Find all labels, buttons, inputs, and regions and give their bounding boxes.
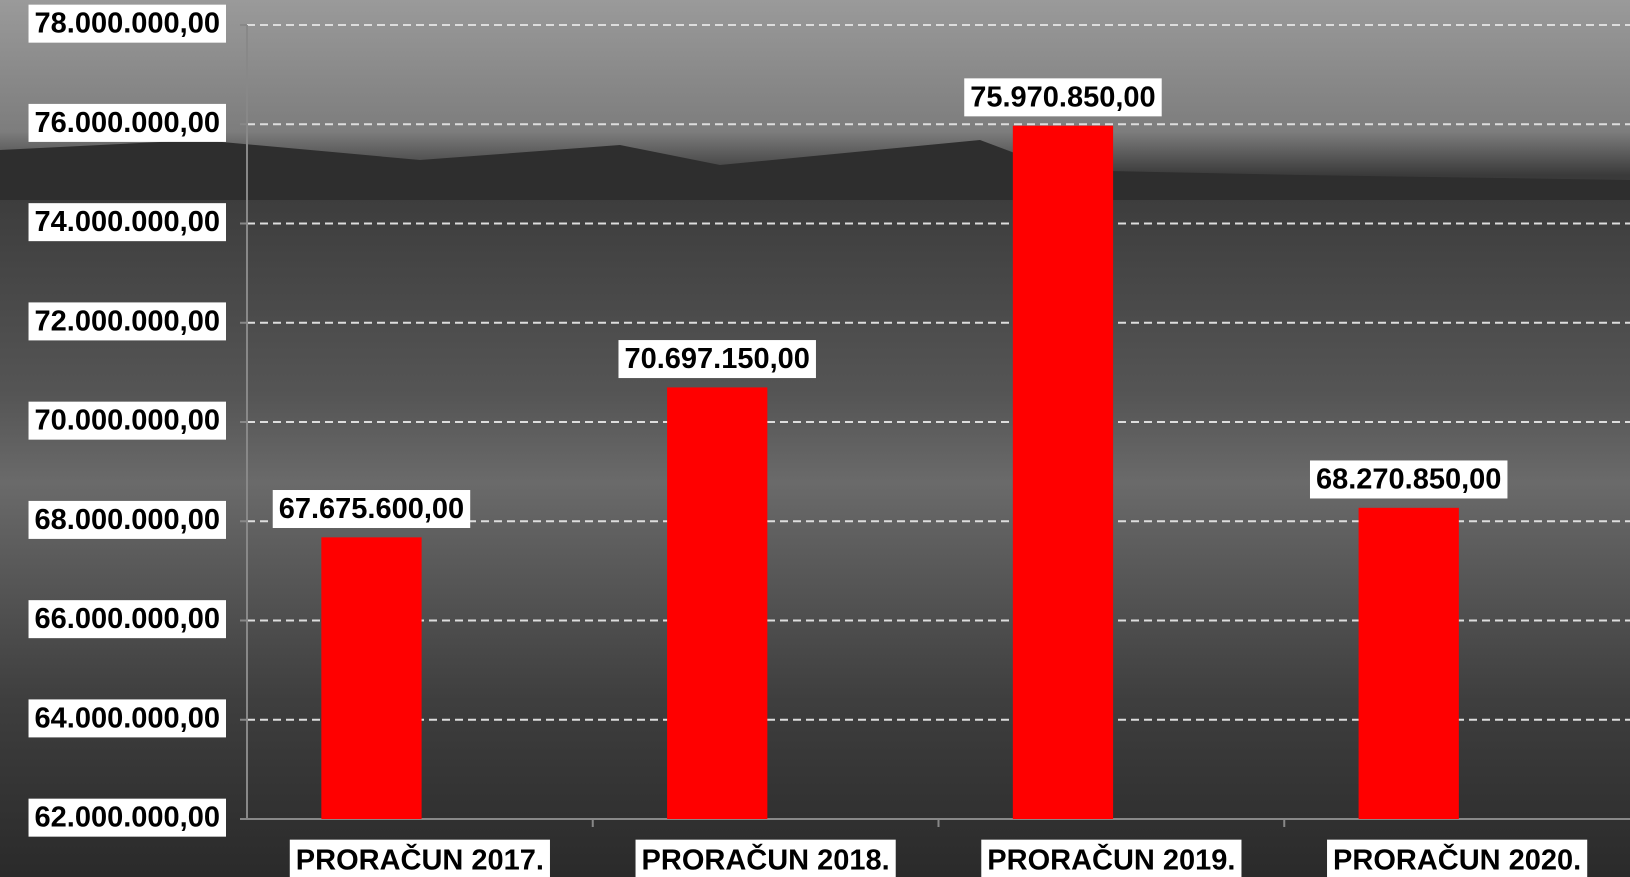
value-label: 75.970.850,00 (970, 81, 1155, 113)
y-tick-label: 62.000.000,00 (35, 802, 220, 834)
value-label: 68.270.850,00 (1316, 463, 1501, 495)
label-box (1309, 460, 1508, 499)
label-box (28, 203, 226, 242)
label-box (28, 600, 226, 639)
x-tick-label: PRORAČUN 2017. (296, 843, 544, 877)
label-box (289, 839, 550, 877)
label-box (28, 699, 226, 738)
x-tick-label: PRORAČUN 2018. (642, 843, 890, 877)
x-tick-label: PRORAČUN 2019. (987, 843, 1235, 877)
y-tick-label: 68.000.000,00 (35, 504, 220, 536)
bar (667, 387, 768, 819)
bar (1358, 507, 1459, 819)
label-box (28, 302, 226, 341)
y-tick-label: 66.000.000,00 (35, 603, 220, 635)
label-box (618, 340, 816, 379)
label-box (964, 78, 1162, 117)
label-box (1327, 839, 1588, 877)
label-box (272, 490, 471, 529)
hills (0, 140, 1630, 200)
label-box (28, 103, 226, 142)
y-tick-label: 74.000.000,00 (35, 206, 220, 238)
y-tick-label: 72.000.000,00 (35, 305, 220, 337)
bar (321, 537, 422, 819)
bar (1012, 125, 1114, 819)
value-label: 67.675.600,00 (279, 493, 464, 525)
label-box (28, 500, 226, 539)
y-tick-label: 78.000.000,00 (35, 8, 220, 40)
label-box (28, 4, 226, 43)
label-box (981, 839, 1242, 877)
x-tick-label: PRORAČUN 2020. (1333, 843, 1581, 877)
y-tick-label: 70.000.000,00 (35, 405, 220, 437)
y-tick-label: 76.000.000,00 (35, 107, 220, 139)
y-tick-label: 64.000.000,00 (35, 702, 220, 734)
label-box (28, 798, 226, 837)
label-box (28, 401, 226, 440)
value-label: 70.697.150,00 (624, 343, 809, 375)
label-box (635, 839, 896, 877)
